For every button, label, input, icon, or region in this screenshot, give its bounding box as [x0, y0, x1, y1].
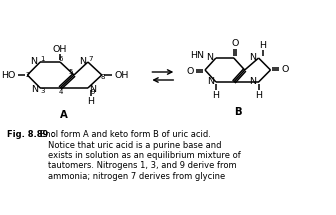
- Text: Notice that uric acid is a purine base and: Notice that uric acid is a purine base a…: [48, 140, 222, 149]
- Text: 8: 8: [100, 74, 105, 80]
- Text: N: N: [250, 77, 257, 86]
- Text: H: H: [259, 40, 266, 49]
- Text: N: N: [206, 54, 213, 63]
- Text: exists in solution as an equilibrium mixture of: exists in solution as an equilibrium mix…: [48, 151, 241, 160]
- Text: Enol form A and keto form B of uric acid.: Enol form A and keto form B of uric acid…: [40, 130, 211, 139]
- Text: 7: 7: [89, 56, 93, 62]
- Text: B: B: [234, 107, 242, 117]
- Text: Fig. 8.89 :: Fig. 8.89 :: [6, 130, 57, 139]
- Text: HN: HN: [190, 52, 204, 60]
- Text: OH: OH: [53, 45, 67, 54]
- Text: 6: 6: [59, 56, 64, 62]
- Text: OH: OH: [115, 71, 129, 80]
- Text: N: N: [89, 84, 96, 94]
- Text: H: H: [87, 97, 94, 106]
- Text: N: N: [79, 57, 86, 66]
- Text: 3: 3: [40, 88, 44, 94]
- Text: O: O: [186, 66, 194, 75]
- Text: N: N: [31, 84, 38, 94]
- Text: 9: 9: [91, 89, 95, 95]
- Text: tautomers. Nitrogens 1, 3, and 9 derive from: tautomers. Nitrogens 1, 3, and 9 derive …: [48, 161, 237, 170]
- Text: HO: HO: [1, 71, 16, 80]
- Text: 1: 1: [40, 56, 44, 62]
- Text: O: O: [282, 64, 289, 74]
- Text: N: N: [250, 54, 257, 63]
- Text: A: A: [60, 110, 68, 120]
- Text: 2: 2: [25, 72, 30, 78]
- Text: ammonia; nitrogen 7 derives from glycine: ammonia; nitrogen 7 derives from glycine: [48, 172, 225, 181]
- Text: 5: 5: [69, 69, 73, 75]
- Text: O: O: [231, 40, 239, 49]
- Text: H: H: [212, 91, 219, 100]
- Text: 4: 4: [59, 89, 63, 95]
- Text: H: H: [255, 91, 262, 100]
- Text: N: N: [30, 57, 37, 66]
- Text: N: N: [207, 77, 214, 86]
